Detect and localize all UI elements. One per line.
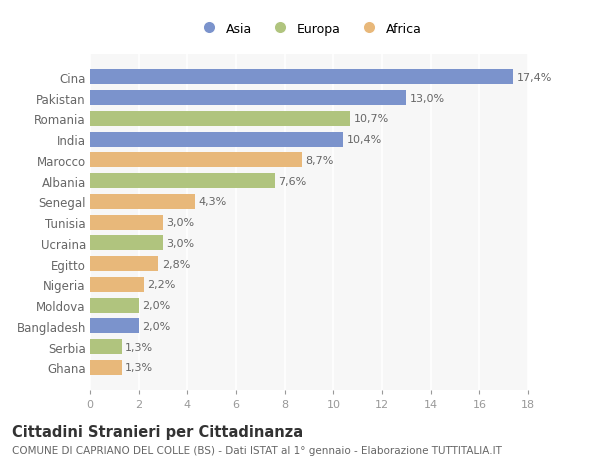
Bar	[90, 298, 139, 313]
Bar	[90, 112, 350, 127]
Bar	[90, 153, 302, 168]
Bar	[90, 132, 343, 147]
Bar	[90, 277, 143, 292]
Text: 3,0%: 3,0%	[167, 218, 195, 228]
Bar	[90, 91, 406, 106]
Text: 3,0%: 3,0%	[167, 238, 195, 248]
Text: 2,2%: 2,2%	[147, 280, 176, 290]
Text: 8,7%: 8,7%	[305, 156, 334, 166]
Text: 2,0%: 2,0%	[142, 321, 170, 331]
Text: 4,3%: 4,3%	[198, 197, 227, 207]
Bar	[90, 360, 122, 375]
Bar	[90, 174, 275, 189]
Bar	[90, 319, 139, 334]
Text: 1,3%: 1,3%	[125, 363, 154, 372]
Text: Cittadini Stranieri per Cittadinanza: Cittadini Stranieri per Cittadinanza	[12, 425, 303, 440]
Bar	[90, 70, 514, 85]
Bar	[90, 339, 122, 354]
Text: 17,4%: 17,4%	[517, 73, 553, 83]
Text: 2,0%: 2,0%	[142, 300, 170, 310]
Text: 10,4%: 10,4%	[347, 135, 382, 145]
Text: COMUNE DI CAPRIANO DEL COLLE (BS) - Dati ISTAT al 1° gennaio - Elaborazione TUTT: COMUNE DI CAPRIANO DEL COLLE (BS) - Dati…	[12, 445, 502, 455]
Text: 7,6%: 7,6%	[278, 176, 307, 186]
Text: 1,3%: 1,3%	[125, 342, 154, 352]
Text: 10,7%: 10,7%	[354, 114, 389, 124]
Bar	[90, 195, 194, 209]
Text: 13,0%: 13,0%	[410, 94, 445, 103]
Legend: Asia, Europa, Africa: Asia, Europa, Africa	[191, 18, 427, 41]
Bar	[90, 215, 163, 230]
Text: 2,8%: 2,8%	[162, 259, 190, 269]
Bar	[90, 257, 158, 271]
Bar	[90, 236, 163, 251]
